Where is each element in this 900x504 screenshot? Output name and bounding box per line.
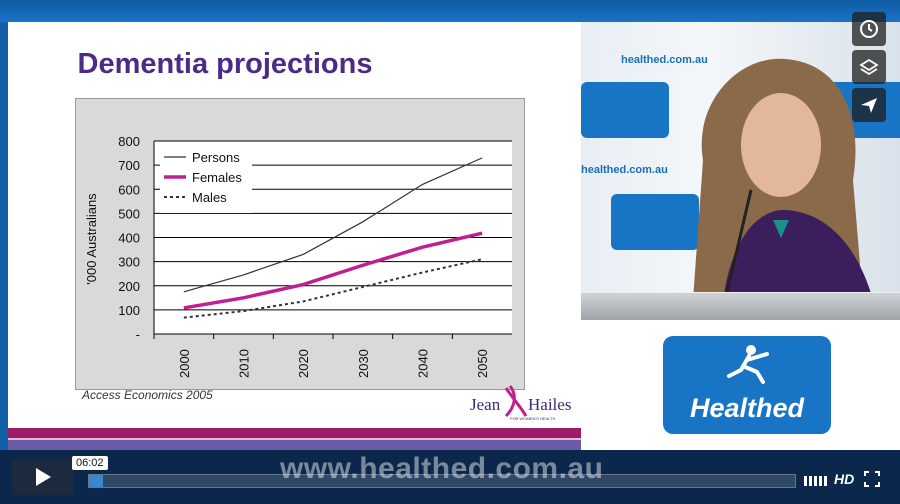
x-tick-label: 2050 [475, 349, 490, 378]
watermark: www.healthed.com.au [280, 452, 604, 485]
jean-hailes-logo: Jean Hailes FOR WOMEN'S HEALTH [470, 385, 571, 421]
y-tick-label: 400 [118, 231, 140, 246]
source-caption: Access Economics 2005 [82, 388, 213, 402]
legend-label: Males [192, 190, 227, 205]
progress-fill [89, 475, 104, 487]
legend-label: Persons [192, 150, 240, 165]
slide-bottom-stripe [8, 428, 582, 450]
presenter [693, 58, 873, 311]
logo-text-hailes: Hailes [528, 395, 571, 414]
series-line-males [183, 258, 483, 319]
volume-icon[interactable] [804, 474, 828, 486]
top-band [0, 0, 900, 22]
x-tick-label: 2000 [177, 349, 192, 378]
player-controls [0, 450, 900, 504]
chart-area: - 100 200 300 400 500 600 700 800 2000 2010 2020 203… [75, 98, 525, 390]
podium [581, 292, 900, 320]
play-button[interactable] [12, 459, 74, 495]
x-tick-label: 2040 [416, 349, 431, 378]
series-line-persons [183, 157, 483, 293]
line-chart: - 100 200 300 400 500 600 700 800 2000 2010 2020 203… [84, 134, 512, 378]
x-tick-label: 2030 [356, 349, 371, 378]
y-tick-label: 300 [118, 255, 140, 270]
healthed-badge-text: Healthed [689, 393, 805, 423]
y-tick-label: 200 [118, 279, 140, 294]
send-icon [861, 98, 877, 113]
fullscreen-icon[interactable] [864, 471, 880, 487]
clock-icon [860, 20, 878, 38]
backdrop-url: healthed.com.au [621, 54, 708, 66]
y-axis-label: '000 Australians [84, 193, 99, 285]
slide-title: Dementia projections [77, 48, 373, 80]
slide: Dementia projections - 100 200 300 400 500 600… [8, 22, 582, 450]
healthed-badge: Healthed [663, 336, 831, 434]
series-line-females [183, 231, 483, 310]
runner-icon [727, 345, 769, 384]
x-tick-label: 2010 [237, 349, 252, 378]
logo-text-jean: Jean [470, 395, 501, 414]
watch-later-button[interactable] [852, 12, 886, 46]
side-panel: Healthed [581, 320, 900, 450]
logo-subtext: FOR WOMEN'S HEALTH [510, 416, 555, 421]
y-tick-label: - [136, 327, 140, 342]
play-icon [36, 468, 51, 486]
backdrop-logo [581, 82, 669, 138]
time-tooltip: 06:02 [72, 456, 108, 470]
backdrop-logo [611, 194, 699, 250]
hd-button[interactable]: HD [834, 471, 855, 487]
progress-bar[interactable] [88, 474, 796, 488]
x-tick-label: 2020 [296, 349, 311, 378]
y-tick-label: 800 [118, 134, 140, 149]
share-button[interactable] [852, 88, 886, 122]
layers-icon [859, 58, 879, 76]
y-tick-label: 700 [118, 158, 140, 173]
legend-label: Females [192, 170, 242, 185]
y-tick-label: 100 [118, 303, 140, 318]
y-tick-label: 500 [118, 206, 140, 221]
y-tick-label: 600 [118, 182, 140, 197]
presenter-video: healthed.com.au healthed.com.au [581, 22, 900, 320]
backdrop-url: healthed.com.au [581, 164, 668, 176]
collections-button[interactable] [852, 50, 886, 84]
